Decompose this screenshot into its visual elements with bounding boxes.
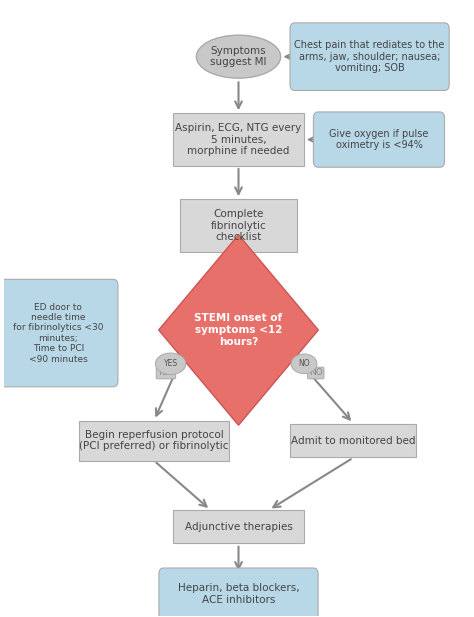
Text: Complete
fibrinolytic
checklist: Complete fibrinolytic checklist [210,209,266,242]
Text: NO: NO [298,359,310,368]
FancyBboxPatch shape [159,568,318,617]
Polygon shape [159,235,319,425]
Text: Aspirin, ECG, NTG every
5 minutes,
morphine if needed: Aspirin, ECG, NTG every 5 minutes, morph… [175,123,301,156]
Text: NO: NO [309,368,323,378]
Text: Admit to monitored bed: Admit to monitored bed [291,436,416,445]
FancyBboxPatch shape [79,421,229,460]
FancyBboxPatch shape [173,114,304,166]
FancyBboxPatch shape [173,510,304,544]
Text: STEMI onset of
symptoms <12
hours?: STEMI onset of symptoms <12 hours? [194,313,283,347]
FancyBboxPatch shape [0,280,118,387]
Text: YES: YES [157,368,174,378]
FancyBboxPatch shape [313,112,445,167]
Text: Symptoms
suggest MI: Symptoms suggest MI [210,46,267,67]
FancyBboxPatch shape [180,199,297,252]
Text: Adjunctive therapies: Adjunctive therapies [184,521,292,532]
Text: Begin reperfusion protocol
(PCI preferred) or fibrinolytic: Begin reperfusion protocol (PCI preferre… [80,430,229,452]
FancyBboxPatch shape [290,424,417,457]
Text: Heparin, beta blockers,
ACE inhibitors: Heparin, beta blockers, ACE inhibitors [178,583,299,605]
Text: YES: YES [164,359,178,368]
Text: ED door to
needle time
for fibrinolytics <30
minutes;
Time to PCI
<90 minutes: ED door to needle time for fibrinolytics… [13,302,103,363]
Text: Chest pain that rediates to the
arms, jaw, shoulder; nausea;
vomiting; SOB: Chest pain that rediates to the arms, ja… [294,40,445,73]
Text: Give oxygen if pulse
oximetry is <94%: Give oxygen if pulse oximetry is <94% [329,129,428,151]
Ellipse shape [196,35,281,78]
FancyBboxPatch shape [290,23,449,91]
Ellipse shape [155,353,186,375]
Ellipse shape [291,354,317,374]
